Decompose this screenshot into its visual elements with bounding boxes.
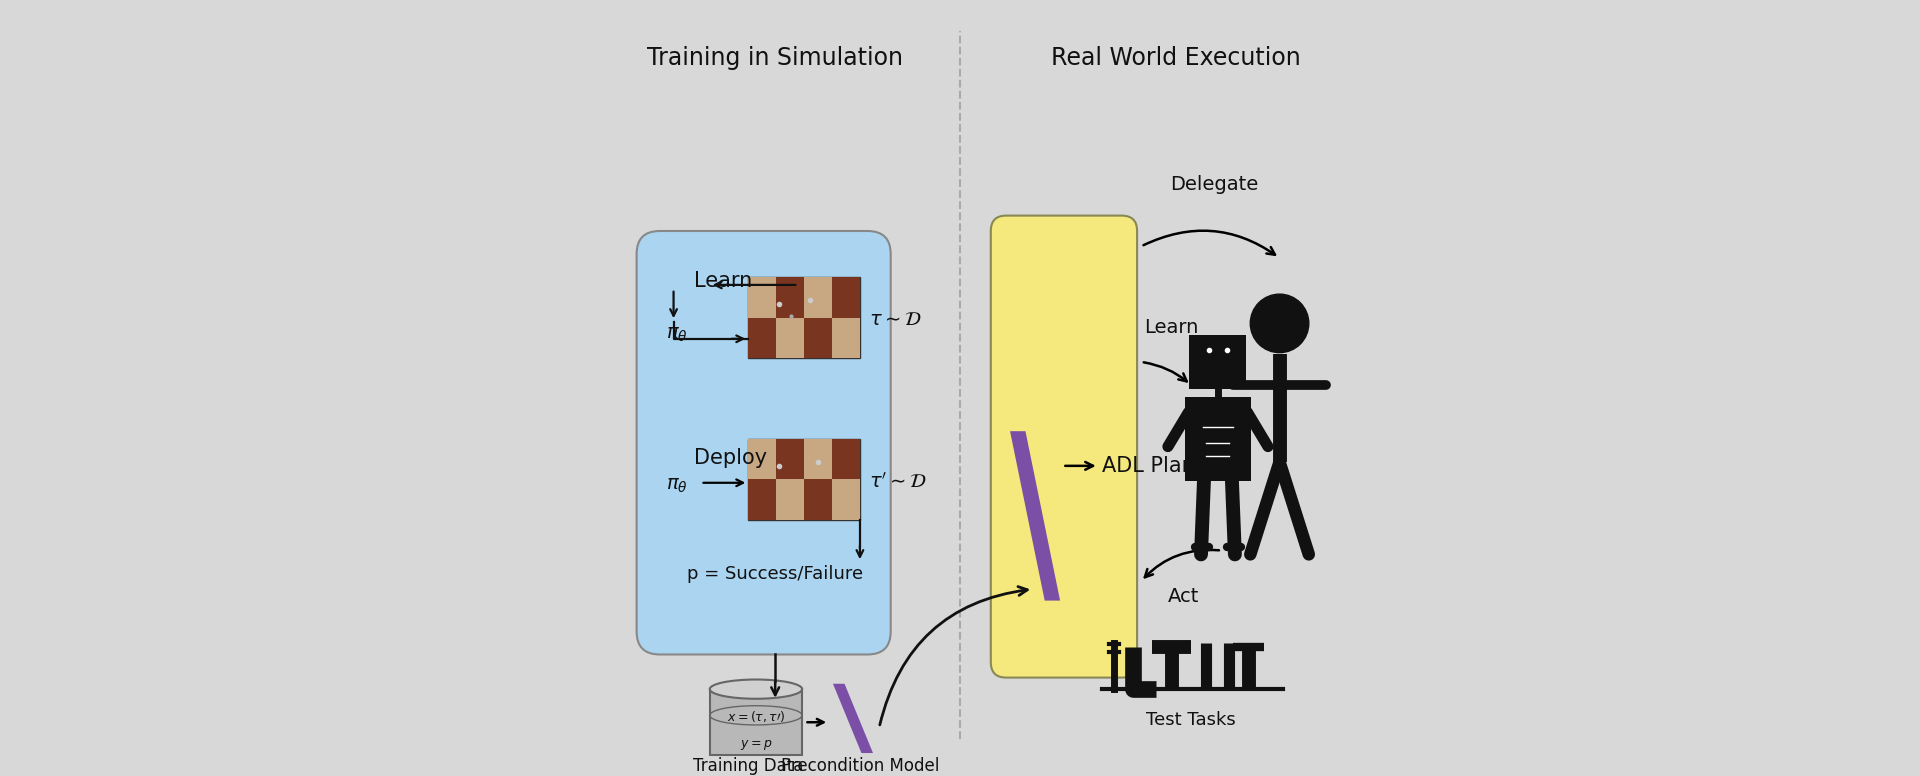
Bar: [831, 277, 860, 317]
FancyBboxPatch shape: [991, 216, 1137, 677]
Text: p = Success/Failure: p = Success/Failure: [687, 565, 864, 583]
Text: $\pi_\theta$: $\pi_\theta$: [666, 325, 687, 345]
Ellipse shape: [710, 680, 803, 698]
Bar: [804, 480, 831, 520]
Bar: [749, 277, 776, 317]
Text: Real World Execution: Real World Execution: [1050, 46, 1300, 70]
Text: $\tau' \sim \mathcal{D}$: $\tau' \sim \mathcal{D}$: [870, 471, 927, 491]
Text: ADL Planner: ADL Planner: [1102, 456, 1231, 476]
Text: $y = p$: $y = p$: [739, 738, 772, 753]
FancyBboxPatch shape: [710, 689, 803, 754]
Bar: [776, 439, 804, 480]
FancyBboxPatch shape: [637, 231, 891, 654]
FancyBboxPatch shape: [607, 31, 945, 740]
FancyBboxPatch shape: [749, 277, 860, 358]
Text: $\tau \sim \mathcal{D}$: $\tau \sim \mathcal{D}$: [870, 310, 922, 329]
Bar: [804, 439, 831, 480]
Bar: [776, 317, 804, 358]
FancyBboxPatch shape: [1190, 335, 1246, 389]
Text: Test Tasks: Test Tasks: [1146, 711, 1236, 729]
Bar: [776, 480, 804, 520]
Polygon shape: [1010, 431, 1060, 601]
Text: Precondition Model: Precondition Model: [781, 757, 939, 775]
Text: Training in Simulation: Training in Simulation: [647, 46, 902, 70]
Bar: [831, 439, 860, 480]
Bar: [749, 317, 776, 358]
Circle shape: [1250, 294, 1309, 352]
Bar: [804, 277, 831, 317]
Text: Deploy: Deploy: [695, 449, 768, 468]
Bar: [804, 317, 831, 358]
Text: Training Data: Training Data: [693, 757, 803, 775]
Text: $\pi_\theta$: $\pi_\theta$: [666, 476, 687, 494]
Polygon shape: [833, 684, 874, 753]
Text: $x = (\tau, \tau\prime)$: $x = (\tau, \tau\prime)$: [726, 709, 785, 724]
Text: Learn: Learn: [1144, 317, 1198, 337]
FancyBboxPatch shape: [749, 439, 860, 520]
Text: Act: Act: [1167, 587, 1198, 606]
FancyBboxPatch shape: [1185, 397, 1252, 481]
Bar: [749, 439, 776, 480]
Text: Delegate: Delegate: [1169, 175, 1258, 194]
Bar: [831, 317, 860, 358]
Bar: [749, 480, 776, 520]
Bar: [831, 480, 860, 520]
Bar: [776, 277, 804, 317]
Text: Learn: Learn: [695, 271, 753, 291]
